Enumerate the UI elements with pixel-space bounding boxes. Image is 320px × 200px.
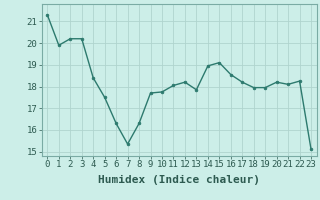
X-axis label: Humidex (Indice chaleur): Humidex (Indice chaleur) [98, 175, 260, 185]
